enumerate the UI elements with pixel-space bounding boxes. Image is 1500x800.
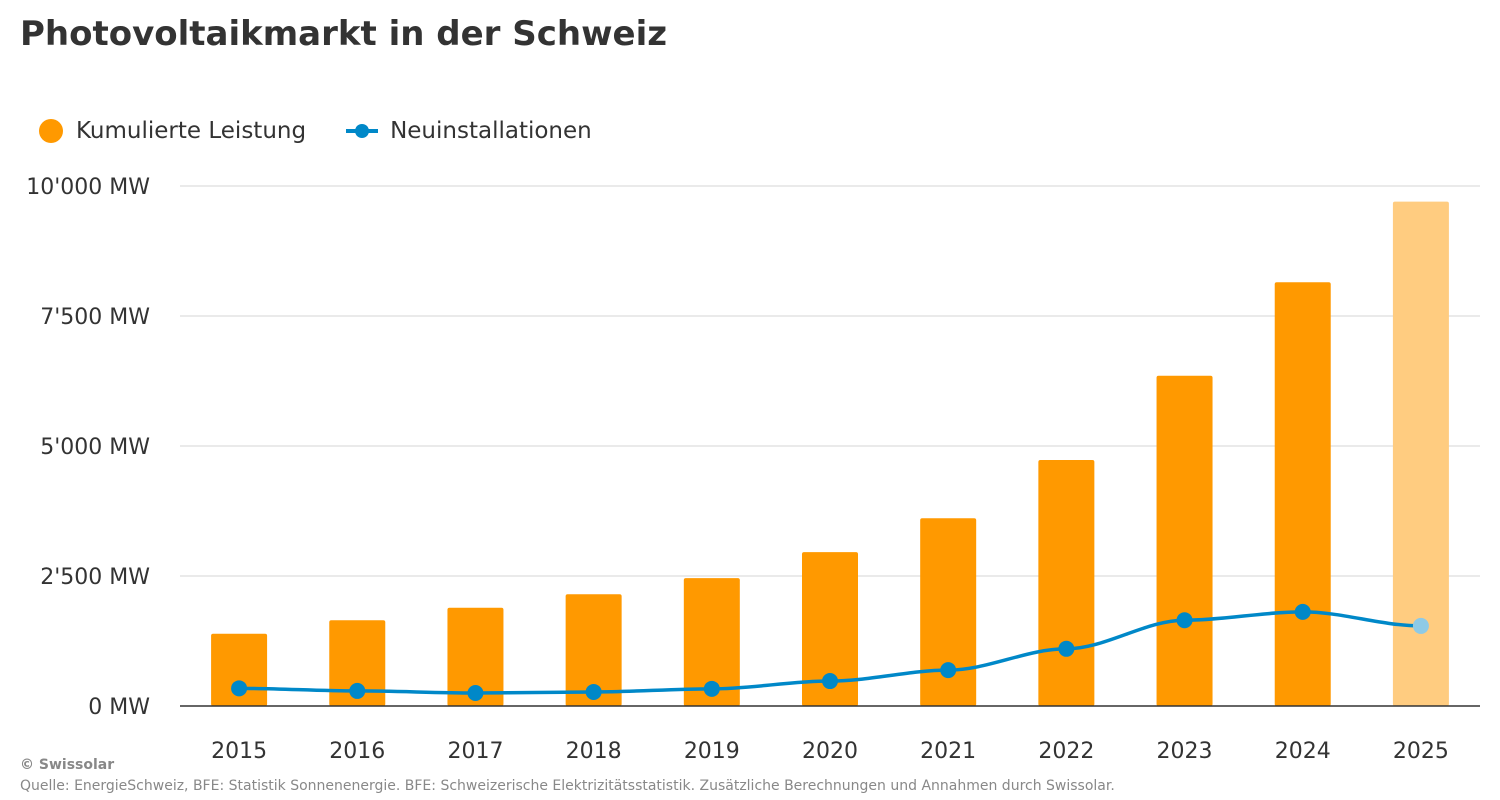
point-2024	[1294, 603, 1311, 620]
legend-label: Neuinstallationen	[390, 118, 592, 144]
x-tick-label: 2021	[920, 739, 976, 764]
legend-circle-icon	[39, 119, 63, 143]
x-tick-label: 2022	[1038, 739, 1094, 764]
bar-2020	[802, 552, 858, 706]
x-tick-label: 2015	[211, 739, 267, 764]
bar-2018	[565, 594, 622, 706]
y-tick-label: 5'000 MW	[40, 435, 150, 460]
x-tick-label: 2019	[684, 739, 740, 764]
point-2016	[349, 682, 366, 699]
y-tick-label: 10'000 MW	[26, 175, 150, 200]
y-tick-label: 2'500 MW	[40, 565, 150, 590]
bar-2017	[447, 607, 504, 706]
point-2017	[467, 685, 484, 701]
x-tick-label: 2018	[566, 739, 622, 764]
point-2021	[940, 662, 957, 679]
point-2022	[1058, 640, 1075, 657]
legend-line-marker-icon	[346, 124, 379, 138]
x-tick-label: 2024	[1275, 739, 1331, 764]
legend-item-cumulative[interactable]: Kumulierte Leistung	[38, 118, 306, 144]
legend: Kumulierte Leistung Neuinstallationen	[38, 118, 592, 144]
bar-2019	[683, 578, 740, 706]
point-2023	[1176, 612, 1193, 629]
x-tick-label: 2016	[329, 739, 385, 764]
point-2025	[1412, 617, 1429, 634]
bar-2016	[329, 620, 386, 706]
bar-2022	[1038, 460, 1095, 706]
x-tick-label: 2017	[447, 739, 503, 764]
point-2015	[231, 680, 248, 697]
chart-title: Photovoltaikmarkt in der Schweiz	[20, 14, 668, 54]
legend-label: Kumulierte Leistung	[76, 118, 307, 144]
source-note: Quelle: EnergieSchweiz, BFE: Statistik S…	[20, 778, 1115, 794]
x-tick-label: 2020	[802, 739, 858, 764]
bar-2021	[920, 518, 977, 706]
bar-2024	[1274, 282, 1331, 706]
x-tick-label: 2025	[1393, 739, 1449, 764]
point-2018	[585, 683, 602, 700]
y-tick-label: 7'500 MW	[40, 305, 150, 330]
point-2020	[822, 673, 838, 690]
bar-2025	[1392, 201, 1449, 706]
x-tick-label: 2023	[1157, 739, 1213, 764]
point-2019	[703, 680, 720, 697]
y-tick-label: 0 MW	[88, 695, 150, 720]
credit: © Swissolar	[20, 757, 115, 773]
bar-2023	[1156, 375, 1213, 706]
legend-item-new[interactable]: Neuinstallationen	[346, 118, 592, 144]
